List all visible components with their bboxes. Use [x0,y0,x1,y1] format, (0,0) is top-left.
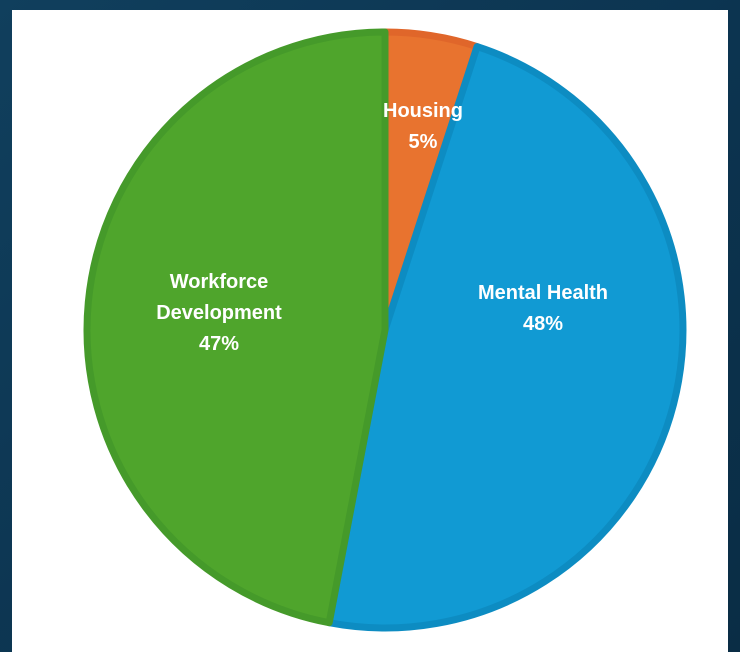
pie-data-label-housing: Housing 5% [383,100,463,153]
pie-labels: Housing 5% Mental Health 48% Workforce Develo… [156,100,608,355]
pie-slice-mental-health [325,43,687,632]
chart-panel: Housing 5% Mental Health 48% Workforce Develo… [12,10,728,652]
pie-chart: Housing 5% Mental Health 48% Workforce Develo… [83,28,687,632]
pie-slice-workforce-development [83,28,389,627]
pie-data-label-mental-health: Mental Health 48% [478,282,608,335]
pie-data-label-workforce-development: Workforce Development 47% [156,271,282,355]
pie-slices [83,28,687,632]
